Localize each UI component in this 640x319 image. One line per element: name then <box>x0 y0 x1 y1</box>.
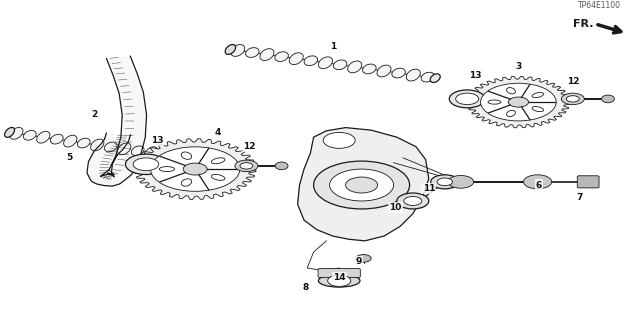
Ellipse shape <box>532 93 543 98</box>
Ellipse shape <box>36 131 50 143</box>
Text: 4: 4 <box>214 128 221 137</box>
Ellipse shape <box>145 147 158 159</box>
Circle shape <box>566 96 579 102</box>
Circle shape <box>323 132 355 148</box>
Circle shape <box>561 93 584 105</box>
Circle shape <box>150 147 240 191</box>
Ellipse shape <box>104 142 117 152</box>
Ellipse shape <box>172 151 185 162</box>
Ellipse shape <box>51 134 63 144</box>
Text: 2: 2 <box>92 110 98 119</box>
Circle shape <box>314 161 410 209</box>
Circle shape <box>404 197 422 205</box>
Circle shape <box>330 169 394 201</box>
Circle shape <box>125 154 166 174</box>
FancyBboxPatch shape <box>577 176 599 188</box>
Ellipse shape <box>181 152 191 160</box>
Circle shape <box>448 175 474 188</box>
Circle shape <box>328 275 351 286</box>
Ellipse shape <box>211 158 225 164</box>
Circle shape <box>356 255 371 262</box>
Circle shape <box>449 90 485 108</box>
Ellipse shape <box>230 45 244 56</box>
Ellipse shape <box>24 130 36 140</box>
Ellipse shape <box>158 150 171 160</box>
Ellipse shape <box>118 143 131 155</box>
FancyBboxPatch shape <box>318 269 360 278</box>
Ellipse shape <box>333 60 347 70</box>
Ellipse shape <box>602 95 614 103</box>
Ellipse shape <box>406 69 420 81</box>
Ellipse shape <box>289 53 303 64</box>
Text: 7: 7 <box>576 193 582 202</box>
Ellipse shape <box>275 162 288 170</box>
Ellipse shape <box>507 88 515 94</box>
Circle shape <box>133 158 159 171</box>
Polygon shape <box>134 139 256 199</box>
Text: 14: 14 <box>333 273 346 282</box>
Text: 11: 11 <box>422 184 435 193</box>
Circle shape <box>235 160 258 172</box>
Text: 3: 3 <box>515 63 522 71</box>
Ellipse shape <box>4 128 15 137</box>
Ellipse shape <box>319 57 333 69</box>
Text: 13: 13 <box>150 136 163 145</box>
Text: 8: 8 <box>303 283 309 292</box>
Ellipse shape <box>10 128 23 139</box>
Circle shape <box>240 163 253 169</box>
Ellipse shape <box>392 68 405 78</box>
Text: 5: 5 <box>66 153 72 162</box>
Ellipse shape <box>421 72 435 82</box>
Ellipse shape <box>275 52 289 62</box>
Polygon shape <box>298 128 429 241</box>
Ellipse shape <box>181 179 191 186</box>
Text: 9: 9 <box>355 257 362 266</box>
Ellipse shape <box>507 110 515 116</box>
Circle shape <box>437 178 452 186</box>
Circle shape <box>456 93 479 105</box>
Text: 1: 1 <box>330 42 336 51</box>
Ellipse shape <box>225 44 236 55</box>
Circle shape <box>524 175 552 189</box>
Ellipse shape <box>532 107 543 112</box>
Ellipse shape <box>260 49 274 61</box>
Ellipse shape <box>246 48 259 57</box>
Ellipse shape <box>77 138 90 148</box>
Ellipse shape <box>186 154 198 163</box>
Ellipse shape <box>430 74 440 83</box>
Ellipse shape <box>304 56 317 66</box>
Ellipse shape <box>159 167 175 172</box>
Text: 10: 10 <box>389 203 402 212</box>
Circle shape <box>431 175 459 189</box>
Ellipse shape <box>348 61 362 73</box>
Text: FR.: FR. <box>573 19 593 29</box>
Text: 6: 6 <box>536 181 542 189</box>
Text: 13: 13 <box>468 71 481 80</box>
Circle shape <box>346 177 378 193</box>
Text: 12: 12 <box>243 142 256 151</box>
Circle shape <box>481 83 556 121</box>
Circle shape <box>508 97 529 107</box>
Text: 12: 12 <box>567 77 580 86</box>
Circle shape <box>397 193 429 209</box>
Circle shape <box>183 163 207 175</box>
Ellipse shape <box>319 274 360 287</box>
Ellipse shape <box>377 65 391 77</box>
Ellipse shape <box>363 64 376 74</box>
Ellipse shape <box>211 174 225 180</box>
Ellipse shape <box>63 135 77 147</box>
Text: TP64E1100: TP64E1100 <box>578 1 621 10</box>
Ellipse shape <box>488 100 501 104</box>
Ellipse shape <box>194 155 203 164</box>
Polygon shape <box>87 56 147 186</box>
Ellipse shape <box>91 139 104 151</box>
Polygon shape <box>467 76 570 128</box>
Ellipse shape <box>131 146 144 156</box>
